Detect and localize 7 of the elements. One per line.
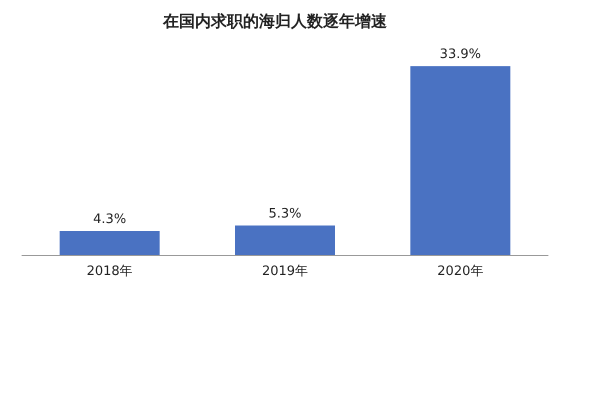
x-tick-label: 2018年 [86,264,133,279]
x-tick-label: 2020年 [437,264,484,279]
data-label: 4.3% [93,212,126,228]
data-label: 33.9% [440,47,481,62]
data-label: 5.3% [268,206,302,222]
chart-title: 在国内求职的海归人数逐年增速 [162,12,388,30]
x-tick-label: 2019年 [262,264,308,279]
